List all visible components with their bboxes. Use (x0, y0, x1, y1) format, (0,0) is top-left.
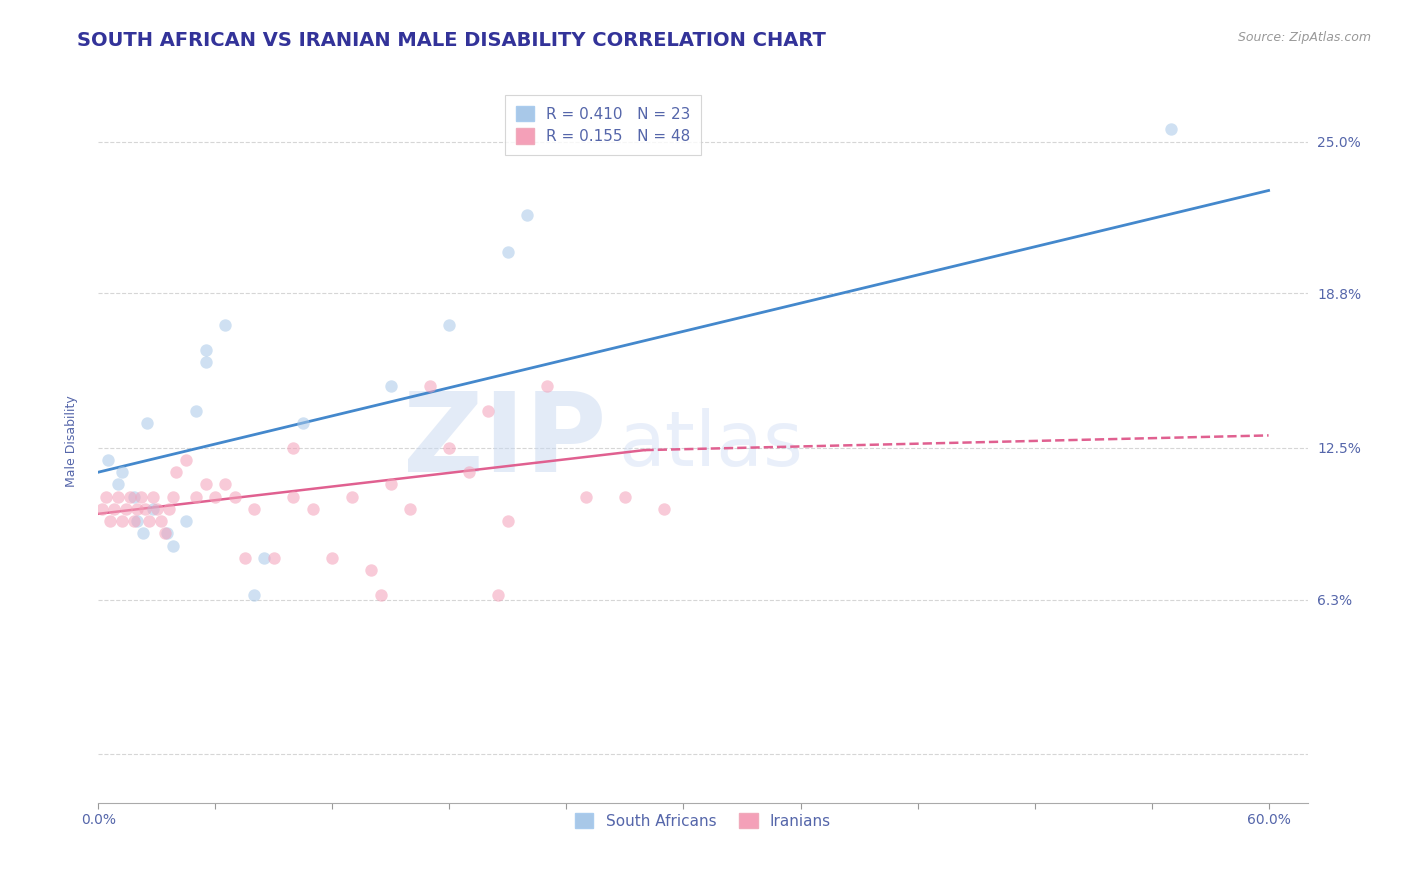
Point (283, 490, 305, 504)
Point (153, 526, 176, 541)
Point (496, 244, 519, 259)
Point (496, 514, 519, 528)
Point (149, 514, 172, 528)
Point (243, 588, 266, 602)
Point (439, 318, 461, 333)
Point (283, 441, 305, 455)
Point (146, 502, 169, 516)
Point (321, 550, 343, 565)
Point (340, 490, 363, 504)
Point (1160, 122, 1182, 136)
Point (97, 453, 120, 467)
Point (380, 477, 402, 491)
Point (214, 318, 236, 333)
Point (122, 490, 145, 504)
Point (122, 514, 145, 528)
Point (614, 490, 637, 504)
Point (302, 502, 325, 516)
Point (575, 490, 598, 504)
Point (380, 379, 402, 393)
Point (243, 502, 266, 516)
Point (214, 477, 236, 491)
Point (131, 490, 153, 504)
Point (477, 404, 499, 418)
Point (142, 490, 165, 504)
Point (194, 343, 217, 357)
Point (132, 526, 155, 541)
Point (157, 502, 180, 516)
Point (111, 514, 134, 528)
Point (253, 550, 276, 565)
Point (174, 453, 197, 467)
Point (103, 502, 125, 516)
Text: atlas: atlas (619, 409, 803, 483)
Point (536, 379, 558, 393)
Point (419, 379, 441, 393)
Point (360, 563, 382, 577)
Point (174, 514, 197, 528)
Point (91, 502, 114, 516)
Text: ZIP: ZIP (404, 388, 606, 495)
Point (127, 514, 149, 528)
Point (136, 416, 159, 430)
Legend: South Africans, Iranians: South Africans, Iranians (569, 806, 837, 835)
Point (96, 490, 118, 504)
Point (652, 502, 675, 516)
Point (142, 502, 165, 516)
Point (127, 502, 149, 516)
Text: Source: ZipAtlas.com: Source: ZipAtlas.com (1237, 31, 1371, 45)
Point (114, 502, 136, 516)
Point (162, 539, 184, 553)
Y-axis label: Male Disability: Male Disability (65, 396, 77, 487)
Point (486, 588, 509, 602)
Point (194, 355, 217, 369)
Point (516, 208, 538, 222)
Point (118, 490, 141, 504)
Point (458, 465, 481, 479)
Point (233, 550, 256, 565)
Point (156, 526, 179, 541)
Point (162, 490, 184, 504)
Point (134, 502, 156, 516)
Point (439, 441, 461, 455)
Point (224, 490, 246, 504)
Point (165, 465, 187, 479)
Point (204, 490, 226, 504)
Point (107, 477, 129, 491)
Point (111, 465, 134, 479)
Text: SOUTH AFRICAN VS IRANIAN MALE DISABILITY CORRELATION CHART: SOUTH AFRICAN VS IRANIAN MALE DISABILITY… (77, 31, 827, 50)
Point (292, 416, 315, 430)
Point (98, 514, 121, 528)
Point (370, 588, 392, 602)
Point (138, 514, 160, 528)
Point (399, 502, 422, 516)
Point (184, 404, 207, 418)
Point (194, 477, 217, 491)
Point (263, 550, 285, 565)
Point (107, 490, 129, 504)
Point (184, 490, 207, 504)
